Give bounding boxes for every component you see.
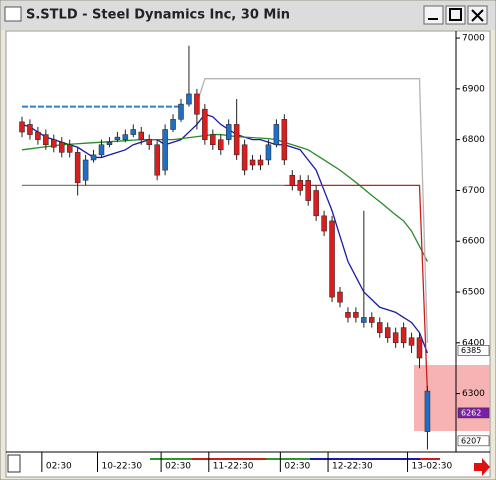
candle-body [218,139,224,151]
candle-body [43,134,49,145]
price-flag-label: 6385 [461,346,481,355]
candle-body [416,337,423,359]
y-tick-label: 6600 [462,237,485,247]
x-tick-label: 12-22:30 [332,462,373,472]
candle-body [289,174,296,186]
candle-body [353,312,359,318]
candle-body [361,317,367,323]
candle-body [424,390,431,432]
price-flag-label: 6207 [461,436,481,445]
candle-body [106,141,113,145]
price-flag [457,345,490,356]
candle-body [305,180,311,201]
y-tick-label: 6400 [462,338,485,348]
corner-box[interactable] [7,454,21,473]
chart-area [5,30,491,478]
scroll-arrow[interactable] [474,458,490,476]
candle-body [241,144,248,171]
x-tick-label: 02:30 [165,462,191,472]
candle-body [377,322,383,333]
candle-body [98,144,105,156]
candle-body [82,159,89,181]
x-tick-label: 10-22:30 [102,462,143,472]
candle-body [384,327,391,338]
close-glyph [471,9,484,22]
candle-body [233,124,240,156]
candle-body [154,144,160,176]
y-tick-label: 6900 [462,84,485,94]
price-flag [457,407,490,419]
y-tick-label: 6800 [462,135,485,145]
candle-body [408,337,415,346]
candle-body [178,103,184,120]
candle-body [74,152,81,184]
title-bar [1,1,495,30]
app-icon [4,6,22,22]
candle-body [321,215,327,232]
candle-body [225,124,232,140]
candle-body [273,124,280,145]
candle-body [194,93,200,115]
candle-body [210,134,216,145]
candle-body [59,141,65,153]
candle-body [392,332,399,344]
candle-body [130,129,137,135]
indicator-line [196,78,429,343]
minimize-button[interactable] [423,5,444,25]
indicator-line [21,113,429,354]
candle-body [329,220,335,298]
candle-body [162,129,168,171]
candle-body [51,139,57,148]
y-tick-label: 6700 [462,186,485,196]
window-buttons[interactable] [423,5,488,25]
candle-body [66,144,73,153]
candle-body [122,134,129,140]
x-tick-label: 11-22:30 [213,462,254,472]
candle-body [265,144,272,161]
x-tick-label: 02:30 [284,462,310,472]
candle-body [186,93,192,105]
window-title: S.STLD - Steel Dynamics Inc, 30 Min [26,8,290,23]
candle-body [90,154,97,161]
maximize-glyph [449,8,462,21]
candle-body [170,119,176,130]
candle-body [297,180,303,191]
candle-body [400,327,407,344]
candle-body [114,136,121,140]
candle-body [146,139,152,145]
candle-body [257,159,264,166]
price-flag [457,435,490,447]
candle-body [138,131,144,140]
candle-body [19,121,25,133]
candle-body [345,312,351,318]
candle-body [202,108,208,140]
candle-body [337,291,343,303]
y-tick-label: 7000 [462,34,485,44]
y-tick-label: 6500 [462,288,485,298]
candle-body [249,159,256,166]
price-flag-label: 6262 [461,408,481,417]
candle-body [35,131,41,140]
candle-body [369,317,375,323]
y-tick-label: 6300 [462,389,485,399]
candle-body [313,190,319,217]
candle-body [27,124,33,135]
x-tick-label: 02:30 [46,462,72,472]
x-tick-label: 13-02:30 [412,462,453,472]
candle-body [281,119,288,161]
